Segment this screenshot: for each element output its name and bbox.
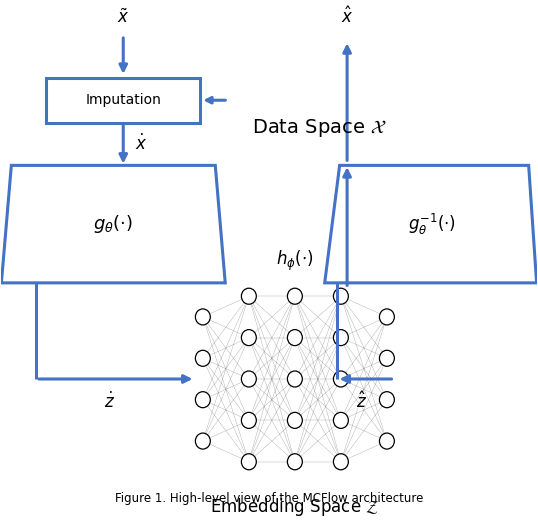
Circle shape <box>242 288 256 304</box>
Circle shape <box>287 412 302 429</box>
Text: $\hat{z}$: $\hat{z}$ <box>356 392 367 412</box>
Circle shape <box>242 412 256 429</box>
Text: $g_{\theta}^{-1}(\cdot)$: $g_{\theta}^{-1}(\cdot)$ <box>408 212 456 237</box>
Circle shape <box>195 309 210 325</box>
Text: $\hat{x}$: $\hat{x}$ <box>341 6 353 27</box>
Polygon shape <box>325 166 536 283</box>
Circle shape <box>379 350 394 366</box>
Circle shape <box>287 371 302 387</box>
Circle shape <box>334 371 348 387</box>
Circle shape <box>379 391 394 408</box>
Text: Data Space $\mathcal{X}$: Data Space $\mathcal{X}$ <box>252 117 387 139</box>
Circle shape <box>195 350 210 366</box>
Circle shape <box>242 454 256 470</box>
Text: $\dot{z}$: $\dot{z}$ <box>104 392 115 412</box>
Circle shape <box>334 412 348 429</box>
Circle shape <box>242 371 256 387</box>
Text: $\tilde{x}$: $\tilde{x}$ <box>117 8 130 27</box>
Circle shape <box>379 309 394 325</box>
Circle shape <box>334 288 348 304</box>
Circle shape <box>195 391 210 408</box>
Circle shape <box>287 330 302 346</box>
Circle shape <box>334 454 348 470</box>
Circle shape <box>334 330 348 346</box>
Text: $g_{\theta}(\cdot)$: $g_{\theta}(\cdot)$ <box>94 213 133 235</box>
Circle shape <box>242 330 256 346</box>
Text: Imputation: Imputation <box>86 93 161 107</box>
Circle shape <box>379 433 394 449</box>
Circle shape <box>195 433 210 449</box>
Text: $h_{\phi}(\cdot)$: $h_{\phi}(\cdot)$ <box>276 248 314 272</box>
Circle shape <box>287 288 302 304</box>
Text: $\dot{x}$: $\dot{x}$ <box>135 134 147 154</box>
Polygon shape <box>2 166 225 283</box>
Text: Embedding Space $\mathcal{Z}$: Embedding Space $\mathcal{Z}$ <box>210 496 380 518</box>
FancyBboxPatch shape <box>46 78 200 123</box>
Circle shape <box>287 454 302 470</box>
Text: Figure 1. High-level view of the MCFlow architecture: Figure 1. High-level view of the MCFlow … <box>115 492 423 505</box>
